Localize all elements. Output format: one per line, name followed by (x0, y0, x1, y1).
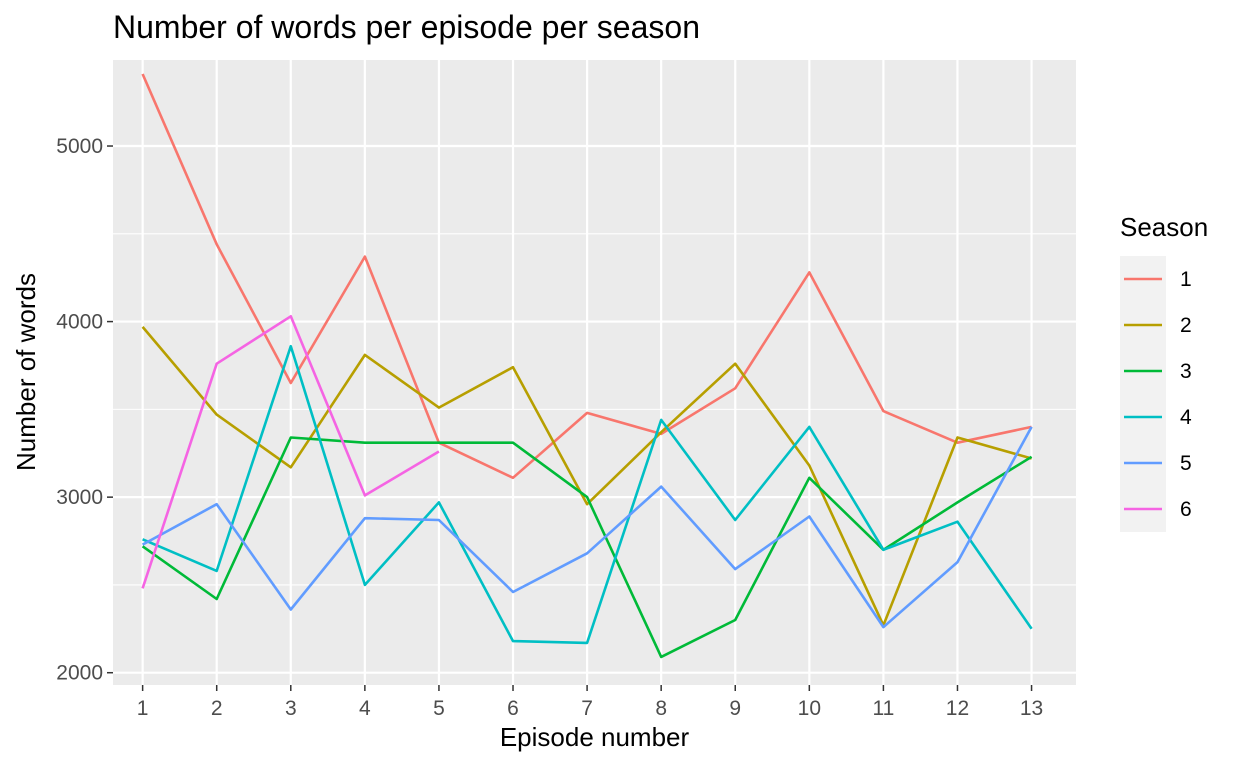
legend-label-season-1: 1 (1180, 268, 1192, 291)
series-line-season-1 (141, 73, 1032, 480)
plot-panel (113, 60, 1076, 685)
x-tick-label: 13 (1020, 697, 1043, 720)
x-tick-label: 5 (433, 697, 445, 720)
x-tick-label: 7 (581, 697, 593, 720)
legend-label-season-4: 4 (1180, 406, 1192, 429)
legend-label-season-2: 2 (1180, 314, 1192, 337)
series-line-season-5 (141, 426, 1033, 629)
legend-label-season-3: 3 (1180, 360, 1192, 383)
x-tick-label: 3 (285, 697, 297, 720)
x-tick-label: 4 (359, 697, 371, 720)
y-tick-label: 4000 (56, 311, 103, 334)
legend-label-season-6: 6 (1180, 498, 1192, 521)
y-tick-label: 5000 (56, 135, 103, 158)
series-line-season-4 (142, 344, 1033, 645)
y-tick-label: 2000 (56, 662, 103, 685)
x-tick-label: 1 (137, 697, 149, 720)
x-tick-label: 9 (729, 697, 741, 720)
x-axis-title: Episode number (500, 722, 690, 752)
legend-title: Season (1120, 212, 1208, 242)
legend: Season 1 2 3 4 5 6 (1120, 212, 1208, 532)
y-axis-title: Number of words (11, 273, 41, 471)
y-tick-label: 3000 (56, 486, 103, 509)
series-lines (141, 73, 1033, 659)
y-axis: 2000 3000 4000 5000 (56, 135, 113, 685)
legend-keys-background (1120, 256, 1166, 532)
x-tick-label: 2 (211, 697, 223, 720)
series-line-season-6 (141, 314, 440, 589)
x-tick-label: 11 (872, 697, 894, 720)
x-tick-label: 8 (655, 697, 667, 720)
chart-title: Number of words per episode per season (113, 9, 700, 45)
x-axis: 1 2 3 4 5 6 7 8 9 10 11 12 13 (137, 685, 1043, 720)
x-tick-label: 10 (798, 697, 821, 720)
x-tick-label: 12 (946, 697, 969, 720)
x-tick-label: 6 (507, 697, 519, 720)
legend-label-season-5: 5 (1180, 452, 1192, 475)
